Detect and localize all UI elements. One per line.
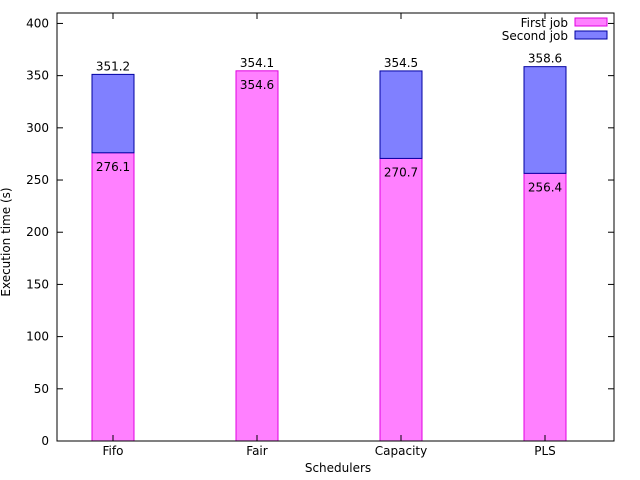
plot-frame	[56, 12, 615, 442]
data-label-first-job-capacity: 270.7	[384, 165, 418, 179]
bar-first-job-pls	[523, 172, 567, 442]
bar-second-job-pls	[523, 66, 567, 174]
legend-label-first-job: First job	[521, 16, 568, 30]
x-tick-label-fair: Fair	[246, 444, 267, 458]
x-tick-label-fifo: Fifo	[103, 444, 124, 458]
bar-second-job-capacity	[379, 70, 423, 159]
bar-first-job-capacity	[379, 157, 423, 442]
y-tick-label-0: 0	[41, 434, 49, 448]
y-tick-label-250: 250	[26, 173, 49, 187]
x-tick-label-pls: PLS	[534, 444, 556, 458]
bar-first-job-fifo	[91, 152, 135, 442]
x-axis-title: Schedulers	[305, 461, 371, 475]
y-tick-label-350: 350	[26, 69, 49, 83]
data-label-first-job-fair: 354.6	[240, 78, 274, 92]
y-tick-label-150: 150	[26, 277, 49, 291]
legend-label-second-job: Second job	[502, 29, 568, 43]
y-tick-label-100: 100	[26, 330, 49, 344]
data-label-first-job-pls: 256.4	[528, 180, 562, 194]
data-label-first-job-fifo: 276.1	[96, 160, 130, 174]
legend-swatch-first-job	[574, 17, 608, 27]
legend-swatch-second-job	[574, 30, 608, 40]
y-tick-label-200: 200	[26, 225, 49, 239]
data-label-second-job-fair: 354.1	[240, 56, 274, 70]
x-tick-label-capacity: Capacity	[375, 444, 427, 458]
y-axis-title: Execution time (s)	[0, 187, 13, 296]
y-tick-label-50: 50	[34, 382, 49, 396]
bar-second-job-fifo	[91, 73, 135, 154]
data-label-second-job-capacity: 354.5	[384, 56, 418, 70]
bar-first-job-fair	[235, 70, 279, 442]
y-tick-label-300: 300	[26, 121, 49, 135]
data-label-second-job-fifo: 351.2	[96, 59, 130, 73]
data-label-second-job-pls: 358.6	[528, 52, 562, 66]
y-tick-label-400: 400	[26, 16, 49, 30]
